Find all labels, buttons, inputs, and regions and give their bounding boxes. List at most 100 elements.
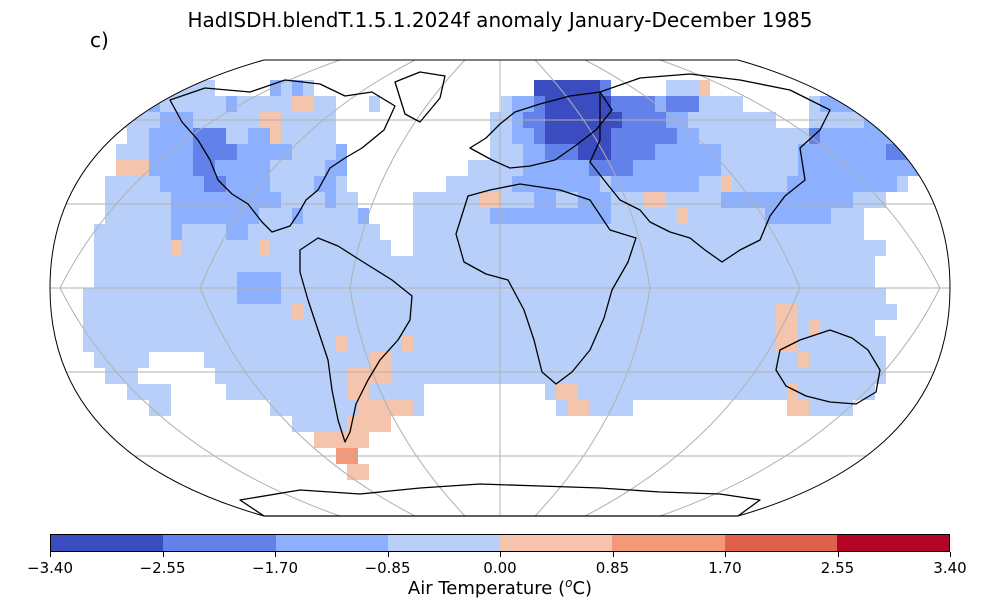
- anomaly-cell: [919, 128, 930, 144]
- anomaly-cell: [611, 176, 622, 192]
- anomaly-cell: [292, 192, 303, 208]
- anomaly-cell: [248, 352, 259, 368]
- anomaly-cell: [688, 256, 699, 272]
- anomaly-cell: [468, 208, 479, 224]
- anomaly-cell: [831, 256, 842, 272]
- anomaly-cell: [622, 400, 633, 416]
- anomaly-cell: [666, 160, 677, 176]
- anomaly-cell: [501, 176, 512, 192]
- anomaly-cell: [347, 272, 358, 288]
- anomaly-cell: [699, 144, 710, 160]
- anomaly-cell: [644, 128, 655, 144]
- anomaly-cell: [809, 208, 820, 224]
- anomaly-cell: [424, 224, 435, 240]
- anomaly-cell: [622, 128, 633, 144]
- anomaly-cell: [303, 400, 314, 416]
- anomaly-cell: [666, 80, 677, 96]
- anomaly-cell: [622, 384, 633, 400]
- panel-label: c): [90, 28, 109, 52]
- anomaly-cell: [303, 320, 314, 336]
- anomaly-cell: [457, 320, 468, 336]
- anomaly-cell: [853, 368, 864, 384]
- anomaly-cell: [589, 128, 600, 144]
- anomaly-cell: [226, 288, 237, 304]
- anomaly-cell: [512, 96, 523, 112]
- anomaly-cell: [281, 352, 292, 368]
- anomaly-cell: [358, 336, 369, 352]
- colorbar-tick-label: −1.70: [252, 559, 298, 577]
- colorbar-tick: [50, 552, 51, 557]
- anomaly-cell: [402, 256, 413, 272]
- anomaly-cell: [325, 432, 336, 448]
- anomaly-cell: [611, 272, 622, 288]
- anomaly-cell: [732, 192, 743, 208]
- anomaly-cell: [127, 288, 138, 304]
- anomaly-cell: [589, 256, 600, 272]
- anomaly-cell: [622, 208, 633, 224]
- anomaly-cell: [358, 464, 369, 480]
- anomaly-cell: [336, 384, 347, 400]
- anomaly-cell: [413, 240, 424, 256]
- anomaly-cell: [688, 96, 699, 112]
- anomaly-cell: [182, 272, 193, 288]
- anomaly-cell: [380, 352, 391, 368]
- anomaly-cell: [886, 176, 897, 192]
- anomaly-cell: [336, 160, 347, 176]
- anomaly-cell: [105, 320, 116, 336]
- anomaly-cell: [666, 240, 677, 256]
- anomaly-cell: [138, 176, 149, 192]
- anomaly-cell: [105, 240, 116, 256]
- anomaly-cell: [215, 96, 226, 112]
- anomaly-cell: [457, 368, 468, 384]
- anomaly-cell: [600, 368, 611, 384]
- anomaly-cell: [633, 144, 644, 160]
- anomaly-cell: [248, 384, 259, 400]
- anomaly-cell: [358, 352, 369, 368]
- anomaly-cell: [446, 336, 457, 352]
- anomaly-cell: [468, 176, 479, 192]
- anomaly-cell: [248, 272, 259, 288]
- anomaly-cell: [864, 368, 875, 384]
- anomaly-cell: [633, 336, 644, 352]
- anomaly-cell: [809, 256, 820, 272]
- anomaly-cell: [710, 256, 721, 272]
- anomaly-cell: [424, 256, 435, 272]
- anomaly-cell: [534, 192, 545, 208]
- anomaly-cell: [435, 336, 446, 352]
- anomaly-cell: [336, 224, 347, 240]
- anomaly-cell: [578, 288, 589, 304]
- anomaly-cell: [105, 208, 116, 224]
- anomaly-cell: [171, 304, 182, 320]
- anomaly-cell: [303, 304, 314, 320]
- anomaly-cell: [545, 144, 556, 160]
- anomaly-cell: [424, 352, 435, 368]
- anomaly-cell: [545, 368, 556, 384]
- anomaly-cell: [149, 256, 160, 272]
- anomaly-cell: [105, 368, 116, 384]
- anomaly-cell: [479, 160, 490, 176]
- anomaly-cell: [809, 336, 820, 352]
- anomaly-cell: [358, 224, 369, 240]
- anomaly-cell: [677, 160, 688, 176]
- anomaly-cell: [292, 416, 303, 432]
- anomaly-cell: [677, 80, 688, 96]
- anomaly-cell: [666, 336, 677, 352]
- anomaly-cell: [226, 176, 237, 192]
- anomaly-cell: [545, 96, 556, 112]
- anomaly-cell: [402, 272, 413, 288]
- anomaly-cell: [171, 336, 182, 352]
- anomaly-cell: [897, 160, 908, 176]
- anomaly-cell: [446, 240, 457, 256]
- anomaly-cell: [919, 160, 930, 176]
- anomaly-cell: [776, 384, 787, 400]
- anomaly-cell: [578, 80, 589, 96]
- anomaly-cell: [226, 160, 237, 176]
- anomaly-cell: [534, 256, 545, 272]
- anomaly-cell: [743, 240, 754, 256]
- meridian-line: [59, 60, 341, 516]
- anomaly-cell: [666, 384, 677, 400]
- anomaly-cell: [831, 352, 842, 368]
- anomaly-cell: [402, 336, 413, 352]
- anomaly-cell: [710, 240, 721, 256]
- anomaly-cell: [732, 96, 743, 112]
